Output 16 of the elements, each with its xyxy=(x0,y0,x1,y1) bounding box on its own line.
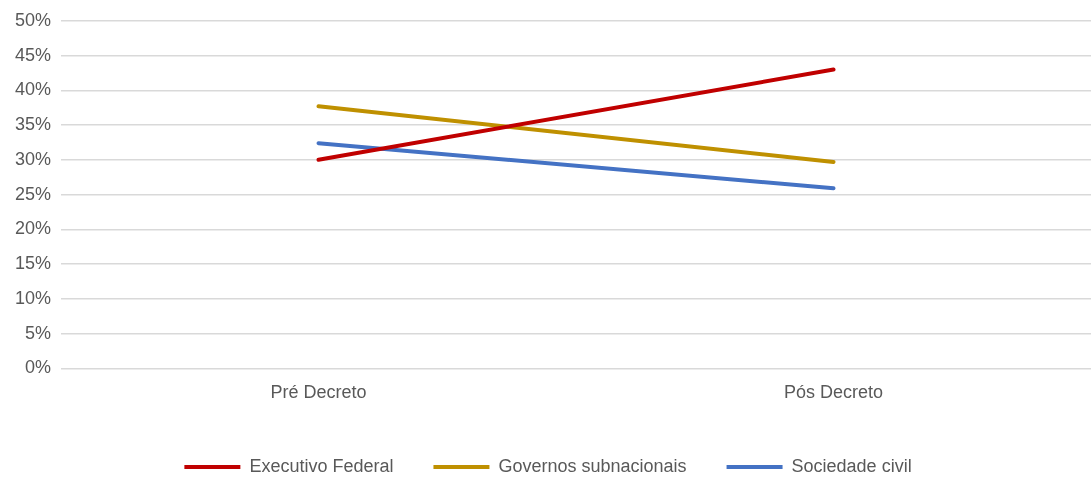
y-tick-label: 5% xyxy=(25,322,52,343)
y-tick-label: 40% xyxy=(15,79,52,100)
legend-label: Sociedade civil xyxy=(791,455,912,476)
y-tick-label: 0% xyxy=(25,357,52,378)
y-tick-label: 30% xyxy=(15,148,52,169)
y-tick-label: 25% xyxy=(15,183,52,204)
y-tick-label: 35% xyxy=(15,114,52,135)
legend-label: Executivo Federal xyxy=(249,455,394,476)
legend-label: Governos subnacionais xyxy=(498,455,687,476)
y-tick-label: 45% xyxy=(15,44,52,65)
y-tick-label: 50% xyxy=(15,9,52,30)
x-tick-label: Pós Decreto xyxy=(783,382,884,403)
y-tick-label: 15% xyxy=(15,253,52,274)
y-tick-label: 20% xyxy=(15,218,52,239)
x-tick-label: Pré Decreto xyxy=(270,382,367,403)
y-tick-label: 10% xyxy=(15,287,52,308)
